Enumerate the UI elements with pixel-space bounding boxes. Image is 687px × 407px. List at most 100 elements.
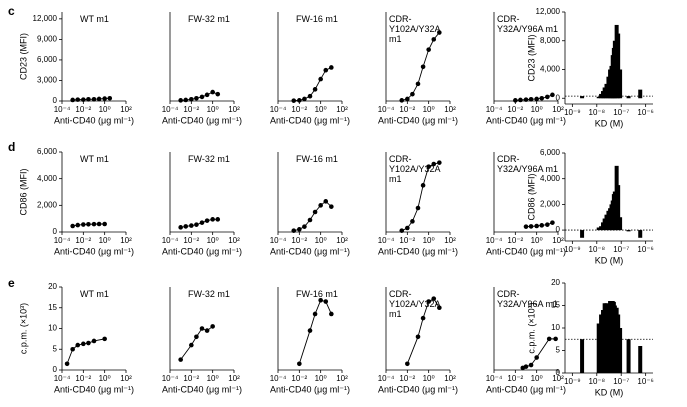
panel-title: FW-32 m1 [188, 154, 230, 164]
panel-title: CDR-Y32A/Y96A m1 [497, 14, 559, 34]
x-tick-label: 10⁰ [531, 374, 543, 383]
bar [638, 89, 643, 99]
x-tick-label: 10⁻² [75, 105, 91, 114]
panel-title: FW-32 m1 [188, 289, 230, 299]
x-tick-label: 10⁻⁴ [270, 374, 287, 383]
point [204, 92, 210, 98]
y-tick-label: 6,000 [540, 148, 561, 157]
x-tick-label: 10⁻⁸ [589, 377, 606, 386]
x-tick-label: 10⁻² [75, 374, 91, 383]
x-tick-label: 10⁻² [507, 236, 523, 245]
x-tick-label: 10⁰ [423, 374, 435, 383]
point [405, 361, 410, 367]
point [215, 91, 221, 97]
point [545, 222, 550, 227]
point [86, 96, 91, 102]
x-tick-label: 10⁻² [291, 236, 307, 245]
x-tick-label: 10⁻⁴ [54, 105, 71, 114]
point [199, 94, 205, 100]
point [86, 221, 91, 227]
x-tick-label: 10⁻⁴ [54, 374, 71, 383]
point [307, 328, 313, 333]
bar [618, 328, 623, 373]
x-tick-label: 10⁰ [423, 105, 435, 114]
point [297, 361, 302, 367]
point [91, 221, 97, 227]
x-tick-label: 10² [228, 105, 240, 114]
y-tick-label: 5 [53, 344, 58, 353]
y-tick-label: 0 [53, 96, 58, 105]
x-tick-label: 10⁻² [399, 374, 415, 383]
x-tick-label: 10⁻⁴ [486, 236, 503, 245]
panel-title: FW-32 m1 [188, 14, 230, 24]
point [410, 91, 415, 97]
y-axis-label: CD86 (MFI) [526, 173, 536, 220]
x-tick-label: 10⁻² [291, 105, 307, 114]
x-tick-label: 10⁻⁴ [162, 105, 179, 114]
point [329, 311, 334, 317]
x-tick-label: 10⁰ [531, 236, 543, 245]
point [107, 95, 113, 101]
point [528, 96, 534, 102]
x-axis-label: Anti-CD40 (μg ml⁻¹) [378, 246, 458, 256]
point [318, 76, 323, 82]
x-tick-label: 10² [120, 374, 132, 383]
point [405, 96, 410, 102]
bar [596, 227, 601, 231]
point [415, 205, 421, 211]
point [312, 209, 318, 215]
x-tick-label: 10⁰ [99, 374, 111, 383]
point [189, 96, 194, 102]
bar [596, 96, 601, 99]
x-axis-label: Anti-CD40 (μg ml⁻¹) [486, 246, 566, 256]
x-axis-label: Anti-CD40 (μg ml⁻¹) [162, 246, 242, 256]
point [518, 97, 523, 103]
point [431, 161, 437, 167]
x-axis-label: Anti-CD40 (μg ml⁻¹) [162, 384, 242, 394]
y-tick-label: 12,000 [33, 14, 58, 23]
bar [618, 217, 623, 231]
x-tick-label: 10⁻² [183, 236, 199, 245]
panel-title: CDR-Y102A/Y32A m1 [389, 289, 441, 319]
panel-title: FW-16 m1 [296, 14, 338, 24]
x-tick-label: 10⁰ [315, 236, 327, 245]
y-tick-label: 4,000 [540, 65, 561, 74]
point [415, 334, 421, 340]
point [420, 64, 426, 70]
point [204, 218, 210, 223]
point [539, 95, 545, 101]
x-tick-label: 10² [336, 236, 348, 245]
point [102, 96, 107, 101]
y-axis-label: CD23 (MFI) [526, 34, 536, 81]
point [426, 164, 431, 169]
point [523, 364, 529, 369]
panel-title: CDR-Y32A/Y96A m1 [497, 289, 559, 309]
x-tick-label: 10⁻⁴ [162, 374, 179, 383]
y-tick-label: 4,000 [540, 174, 561, 183]
panel-label: d [8, 140, 15, 154]
x-tick-label: 10⁻⁶ [637, 108, 653, 117]
x-tick-label: 10⁻² [507, 374, 523, 383]
x-tick-label: 10⁻⁴ [162, 236, 179, 245]
point [410, 219, 415, 224]
point [91, 96, 97, 102]
x-tick-label: 10⁻⁷ [613, 245, 629, 254]
x-axis-label: KD (M) [595, 118, 624, 128]
x-tick-label: 10² [552, 374, 564, 383]
line [298, 299, 332, 364]
point [307, 217, 313, 223]
y-axis-label: CD86 (MFI) [18, 168, 28, 215]
point [534, 96, 539, 102]
point [546, 336, 552, 342]
point [323, 299, 329, 304]
x-tick-label: 10⁰ [531, 105, 543, 114]
panel-title: WT m1 [80, 14, 109, 24]
point [297, 98, 302, 103]
y-tick-label: 2,000 [37, 200, 58, 209]
point [437, 305, 442, 311]
point [318, 297, 323, 303]
point [210, 89, 215, 95]
point [528, 362, 534, 368]
x-axis-label: Anti-CD40 (μg ml⁻¹) [270, 115, 350, 125]
